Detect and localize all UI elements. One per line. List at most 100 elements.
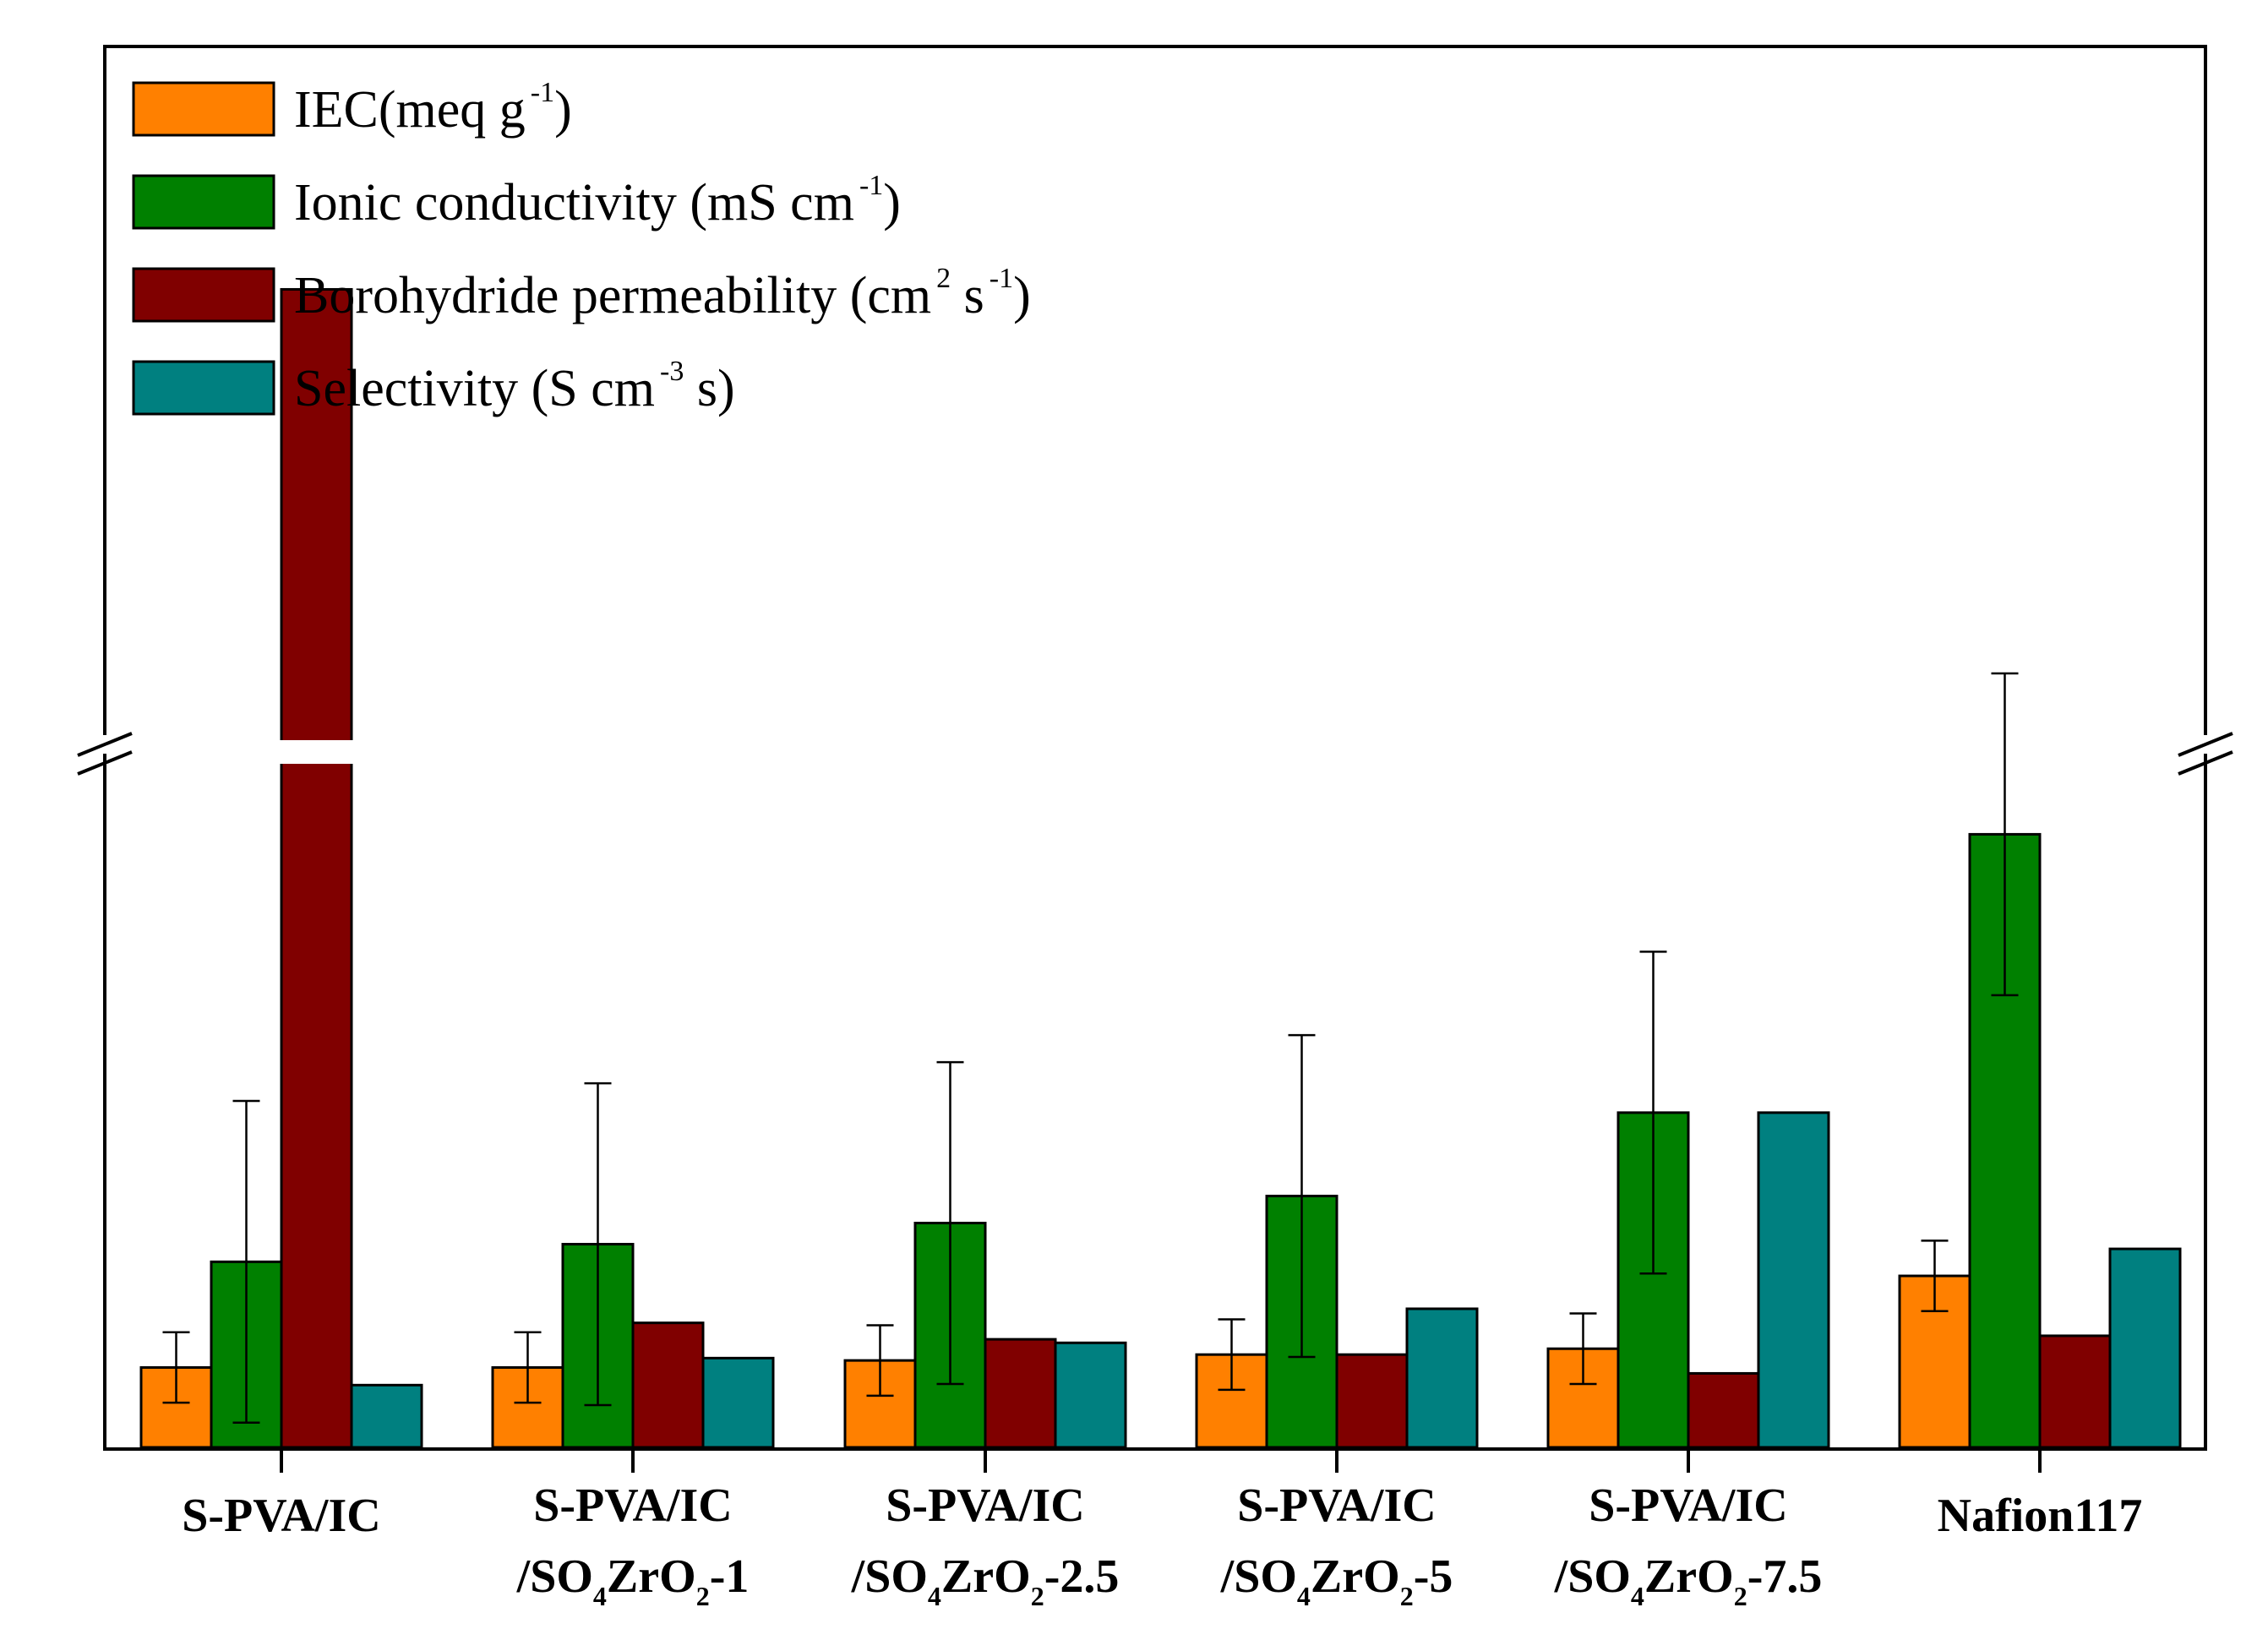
- category-subscript: 4: [928, 1581, 941, 1611]
- category-line2: /SO4ZrO2-5: [1220, 1550, 1453, 1611]
- category-text-part: ZrO: [1311, 1550, 1400, 1603]
- x-ticks-layer: [280, 1447, 2042, 1473]
- legend-superscript: -1: [859, 170, 883, 201]
- error-bar-0-4: [1569, 1312, 1597, 1386]
- legend-text-part: IEC(meq g: [294, 81, 526, 139]
- error-bar-1-4: [1639, 951, 1667, 1275]
- legend-text-part: ): [883, 174, 901, 232]
- category-text-part: ZrO: [1644, 1550, 1734, 1603]
- legend-swatch: [132, 267, 275, 323]
- bar-selectivity-4: [1757, 1111, 1830, 1449]
- category-text-part: ZrO: [607, 1550, 696, 1603]
- bar-borohydride-3: [1335, 1353, 1409, 1449]
- category-line1: S-PVA/IC: [1237, 1479, 1436, 1532]
- error-bar-1-1: [584, 1082, 612, 1407]
- error-bar-1-2: [936, 1060, 964, 1386]
- legend-label: Ionic conductivity (mS cm -1): [294, 170, 901, 232]
- axis-break-right: [2178, 732, 2233, 776]
- legend-text-part: ): [554, 81, 572, 139]
- category-line1: Nafion117: [1938, 1490, 2143, 1542]
- axis-break-mark: [2178, 750, 2233, 776]
- error-bar-1-5: [1991, 672, 2019, 997]
- legend-text-part: Borohydride permeability (cm: [294, 267, 931, 324]
- category-line1: S-PVA/IC: [1589, 1479, 1787, 1532]
- error-bar-1-3: [1288, 1033, 1316, 1359]
- legend-superscript: -1: [531, 77, 554, 108]
- legend: IEC(meq g -1)Ionic conductivity (mS cm -1)…: [132, 77, 1031, 417]
- axis-break-layer: [77, 732, 2233, 776]
- legend-superscript: -1: [990, 263, 1013, 294]
- category-line1: S-PVA/IC: [533, 1479, 732, 1532]
- category-text-part: /SO: [851, 1550, 928, 1603]
- bar-borohydride-5: [2038, 1334, 2112, 1449]
- error-bar-0-1: [514, 1331, 542, 1404]
- category-line2: /SO4ZrO2-2.5: [851, 1550, 1120, 1611]
- error-bar-1-0: [232, 1099, 260, 1425]
- axis-break-left: [77, 732, 133, 776]
- axis-break-mark: [77, 750, 133, 776]
- category-subscript: 2: [1400, 1581, 1414, 1611]
- category-subscript: 2: [1734, 1581, 1747, 1611]
- category-text-part: ZrO: [941, 1550, 1031, 1603]
- category-labels: S-PVA/IC S-PVA/IC/SO4ZrO2-1S-PVA/IC/SO4Zr…: [182, 1479, 2142, 1611]
- error-bar-0-0: [162, 1331, 190, 1404]
- legend-superscript: 2: [936, 263, 951, 294]
- bar-selectivity-3: [1405, 1307, 1479, 1449]
- legend-text-part: Ionic conductivity (mS cm: [294, 174, 854, 232]
- legend-text-part: s: [951, 267, 984, 324]
- category-line2: /SO4ZrO2-1: [516, 1550, 750, 1611]
- error-bar-0-3: [1218, 1318, 1246, 1392]
- legend-item-borohydride: Borohydride permeability (cm 2 s -1): [132, 263, 1031, 324]
- category-line1: S-PVA/IC: [886, 1479, 1084, 1532]
- error-bar-0-2: [866, 1324, 894, 1398]
- category-subscript: 2: [696, 1581, 710, 1611]
- category-text-part: /SO: [516, 1550, 593, 1603]
- bar-selectivity-1: [701, 1356, 775, 1449]
- error-bars-layer: [162, 672, 2019, 1425]
- category-subscript: 4: [1297, 1581, 1311, 1611]
- category-label-0: S-PVA/IC: [182, 1490, 380, 1542]
- legend-label: Borohydride permeability (cm 2 s -1): [294, 263, 1031, 324]
- category-text-part: -5: [1414, 1550, 1453, 1603]
- legend-swatch: [132, 81, 275, 137]
- category-subscript: 4: [1631, 1581, 1644, 1611]
- bar-borohydride-4: [1687, 1371, 1760, 1449]
- legend-superscript: -3: [660, 356, 684, 387]
- bar-borohydride-1: [631, 1321, 705, 1449]
- legend-text-part: Selectivity (S cm: [294, 360, 655, 417]
- axis-break-mark: [2178, 732, 2233, 757]
- bar-borohydride-2: [984, 1338, 1057, 1449]
- legend-item-selectivity: Selectivity (S cm -3 s): [132, 356, 735, 417]
- category-text-part: -1: [710, 1550, 750, 1603]
- legend-item-ionic: Ionic conductivity (mS cm -1): [132, 170, 901, 232]
- bar-selectivity-0: [350, 1383, 423, 1449]
- category-text-part: -2.5: [1044, 1550, 1120, 1603]
- bar-selectivity-5: [2108, 1247, 2182, 1449]
- axis-break-mark: [77, 732, 133, 757]
- category-text-part: /SO: [1554, 1550, 1631, 1603]
- category-label-3: S-PVA/IC/SO4ZrO2-5: [1220, 1479, 1453, 1611]
- legend-text-part: s): [684, 360, 734, 417]
- bar-borohydride-0: [280, 287, 353, 1449]
- legend-swatch: [132, 174, 275, 230]
- category-text-part: -7.5: [1747, 1550, 1823, 1603]
- category-label-4: S-PVA/IC/SO4ZrO2-7.5: [1554, 1479, 1823, 1611]
- bar-break-gap-0: [280, 740, 353, 764]
- category-label-5: Nafion117: [1938, 1490, 2143, 1542]
- legend-label: IEC(meq g -1): [294, 77, 572, 139]
- category-line1: S-PVA/IC: [182, 1490, 380, 1542]
- error-bar-0-5: [1921, 1240, 1949, 1313]
- category-text-part: /SO: [1220, 1550, 1297, 1603]
- legend-item-iec: IEC(meq g -1): [132, 77, 572, 139]
- category-subscript: 2: [1031, 1581, 1044, 1611]
- category-subscript: 4: [593, 1581, 607, 1611]
- legend-swatch: [132, 360, 275, 416]
- category-line2: /SO4ZrO2-7.5: [1554, 1550, 1823, 1611]
- category-label-1: S-PVA/IC/SO4ZrO2-1: [516, 1479, 750, 1611]
- legend-text-part: ): [1013, 267, 1031, 324]
- legend-label: Selectivity (S cm -3 s): [294, 356, 735, 417]
- bar-selectivity-2: [1054, 1341, 1127, 1449]
- category-label-2: S-PVA/IC/SO4ZrO2-2.5: [851, 1479, 1120, 1611]
